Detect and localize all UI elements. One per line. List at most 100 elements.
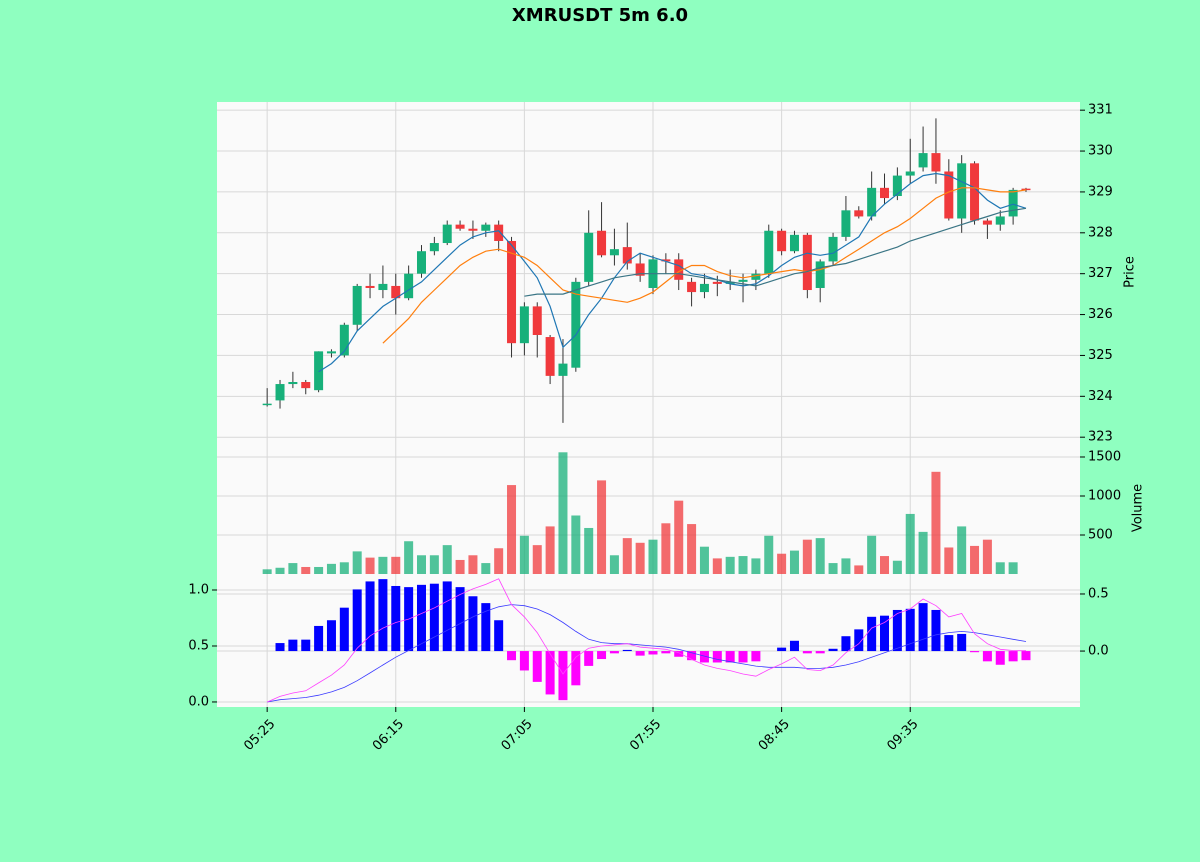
histogram-bar bbox=[584, 651, 594, 666]
volume-bar bbox=[699, 546, 709, 574]
histogram-bar bbox=[674, 651, 684, 657]
histogram-bar bbox=[1021, 651, 1031, 661]
price-tick-label: 324 bbox=[1088, 389, 1113, 404]
volume-bar bbox=[1008, 562, 1018, 574]
price-tick-label: 331 bbox=[1088, 103, 1113, 118]
histogram-bar bbox=[378, 579, 388, 652]
histogram-bar bbox=[699, 651, 709, 663]
candle-body bbox=[880, 187, 890, 199]
volume-bar bbox=[957, 526, 967, 574]
candle-body bbox=[519, 306, 529, 344]
x-tick-label: 09:35 bbox=[884, 717, 921, 754]
volume-bar bbox=[789, 550, 799, 574]
histogram-bar bbox=[687, 651, 697, 661]
price-tick-label: 326 bbox=[1088, 307, 1113, 322]
candle-body bbox=[764, 230, 774, 274]
candle-body bbox=[789, 234, 799, 252]
price-tick-label: 329 bbox=[1088, 184, 1113, 199]
volume-bar bbox=[738, 556, 748, 574]
histogram-bar bbox=[494, 620, 504, 652]
histogram-bar bbox=[661, 651, 671, 654]
volume-bar bbox=[507, 485, 517, 574]
candle-body bbox=[725, 281, 735, 284]
candle-body bbox=[687, 281, 697, 293]
histogram-tick-label: 0.5 bbox=[1088, 586, 1109, 601]
histogram-bar bbox=[777, 647, 787, 652]
volume-tick-label: 1500 bbox=[1088, 449, 1121, 464]
volume-bar bbox=[892, 560, 902, 574]
candle-body bbox=[301, 382, 311, 389]
histogram-bar bbox=[481, 603, 491, 652]
candle-body bbox=[584, 232, 594, 282]
x-tick-label: 06:15 bbox=[370, 717, 407, 754]
histogram-bar bbox=[892, 609, 902, 652]
histogram-bar bbox=[609, 651, 619, 654]
volume-bar bbox=[288, 563, 298, 574]
volume-bar bbox=[275, 567, 285, 574]
volume-bar bbox=[545, 526, 555, 574]
macd-tick-label: 0.0 bbox=[188, 694, 209, 709]
histogram-bar bbox=[532, 651, 542, 682]
volume-bar bbox=[918, 531, 928, 574]
candle-body bbox=[982, 220, 992, 225]
volume-bar bbox=[867, 535, 877, 574]
volume-bar bbox=[931, 471, 941, 574]
price-tick-label: 323 bbox=[1088, 430, 1113, 445]
candle-body bbox=[365, 285, 375, 288]
histogram-bar bbox=[442, 581, 452, 652]
candle-body bbox=[854, 210, 864, 217]
candle-body bbox=[455, 224, 465, 229]
volume-bar bbox=[661, 523, 671, 574]
candle-body bbox=[404, 273, 414, 299]
histogram-tick-label: 0.0 bbox=[1088, 644, 1109, 659]
histogram-bar bbox=[1008, 651, 1018, 662]
candle-body bbox=[892, 175, 902, 197]
x-tick-label: 07:05 bbox=[499, 717, 536, 754]
candle-body bbox=[751, 273, 761, 280]
histogram-bar bbox=[314, 625, 324, 652]
candle-body bbox=[841, 210, 851, 237]
volume-bar bbox=[391, 556, 401, 574]
candle-body bbox=[571, 281, 581, 368]
histogram-bar bbox=[391, 585, 401, 652]
volume-bar bbox=[442, 545, 452, 574]
candle-body bbox=[545, 337, 555, 376]
volume-bar bbox=[597, 480, 607, 574]
price-tick-label: 330 bbox=[1088, 144, 1113, 159]
histogram-bar bbox=[931, 609, 941, 652]
candle-body bbox=[777, 230, 787, 252]
histogram-bar bbox=[326, 620, 336, 652]
candle-body bbox=[944, 171, 954, 219]
histogram-bar bbox=[301, 639, 311, 652]
histogram-bar bbox=[648, 651, 658, 655]
volume-bar bbox=[905, 513, 915, 574]
volume-bar bbox=[970, 545, 980, 574]
volume-bar bbox=[404, 541, 414, 574]
candle-body bbox=[391, 285, 401, 299]
histogram-bar bbox=[995, 651, 1005, 665]
histogram-bar bbox=[802, 651, 812, 654]
volume-bar bbox=[339, 562, 349, 574]
macd-line bbox=[267, 604, 1027, 703]
volume-bar bbox=[468, 555, 478, 574]
volume-bar bbox=[815, 538, 825, 574]
price-tick-label: 327 bbox=[1088, 266, 1113, 281]
candle-body bbox=[712, 281, 722, 284]
histogram-bar bbox=[288, 639, 298, 652]
histogram-bar bbox=[339, 607, 349, 652]
volume-tick-label: 500 bbox=[1088, 527, 1113, 542]
candle-body bbox=[326, 351, 336, 354]
candle-body bbox=[507, 240, 517, 344]
moving-average bbox=[524, 207, 1027, 297]
candle-body bbox=[674, 259, 684, 280]
volume-bar bbox=[648, 539, 658, 574]
histogram-bar bbox=[828, 648, 838, 652]
candle-body bbox=[609, 249, 619, 256]
volume-bar bbox=[326, 563, 336, 574]
volume-bar bbox=[854, 565, 864, 574]
volume-bar bbox=[944, 547, 954, 574]
volume-bar bbox=[301, 566, 311, 574]
volume-bar bbox=[455, 559, 465, 574]
histogram-bar bbox=[815, 651, 825, 654]
macd-tick-label: 1.0 bbox=[188, 583, 209, 598]
